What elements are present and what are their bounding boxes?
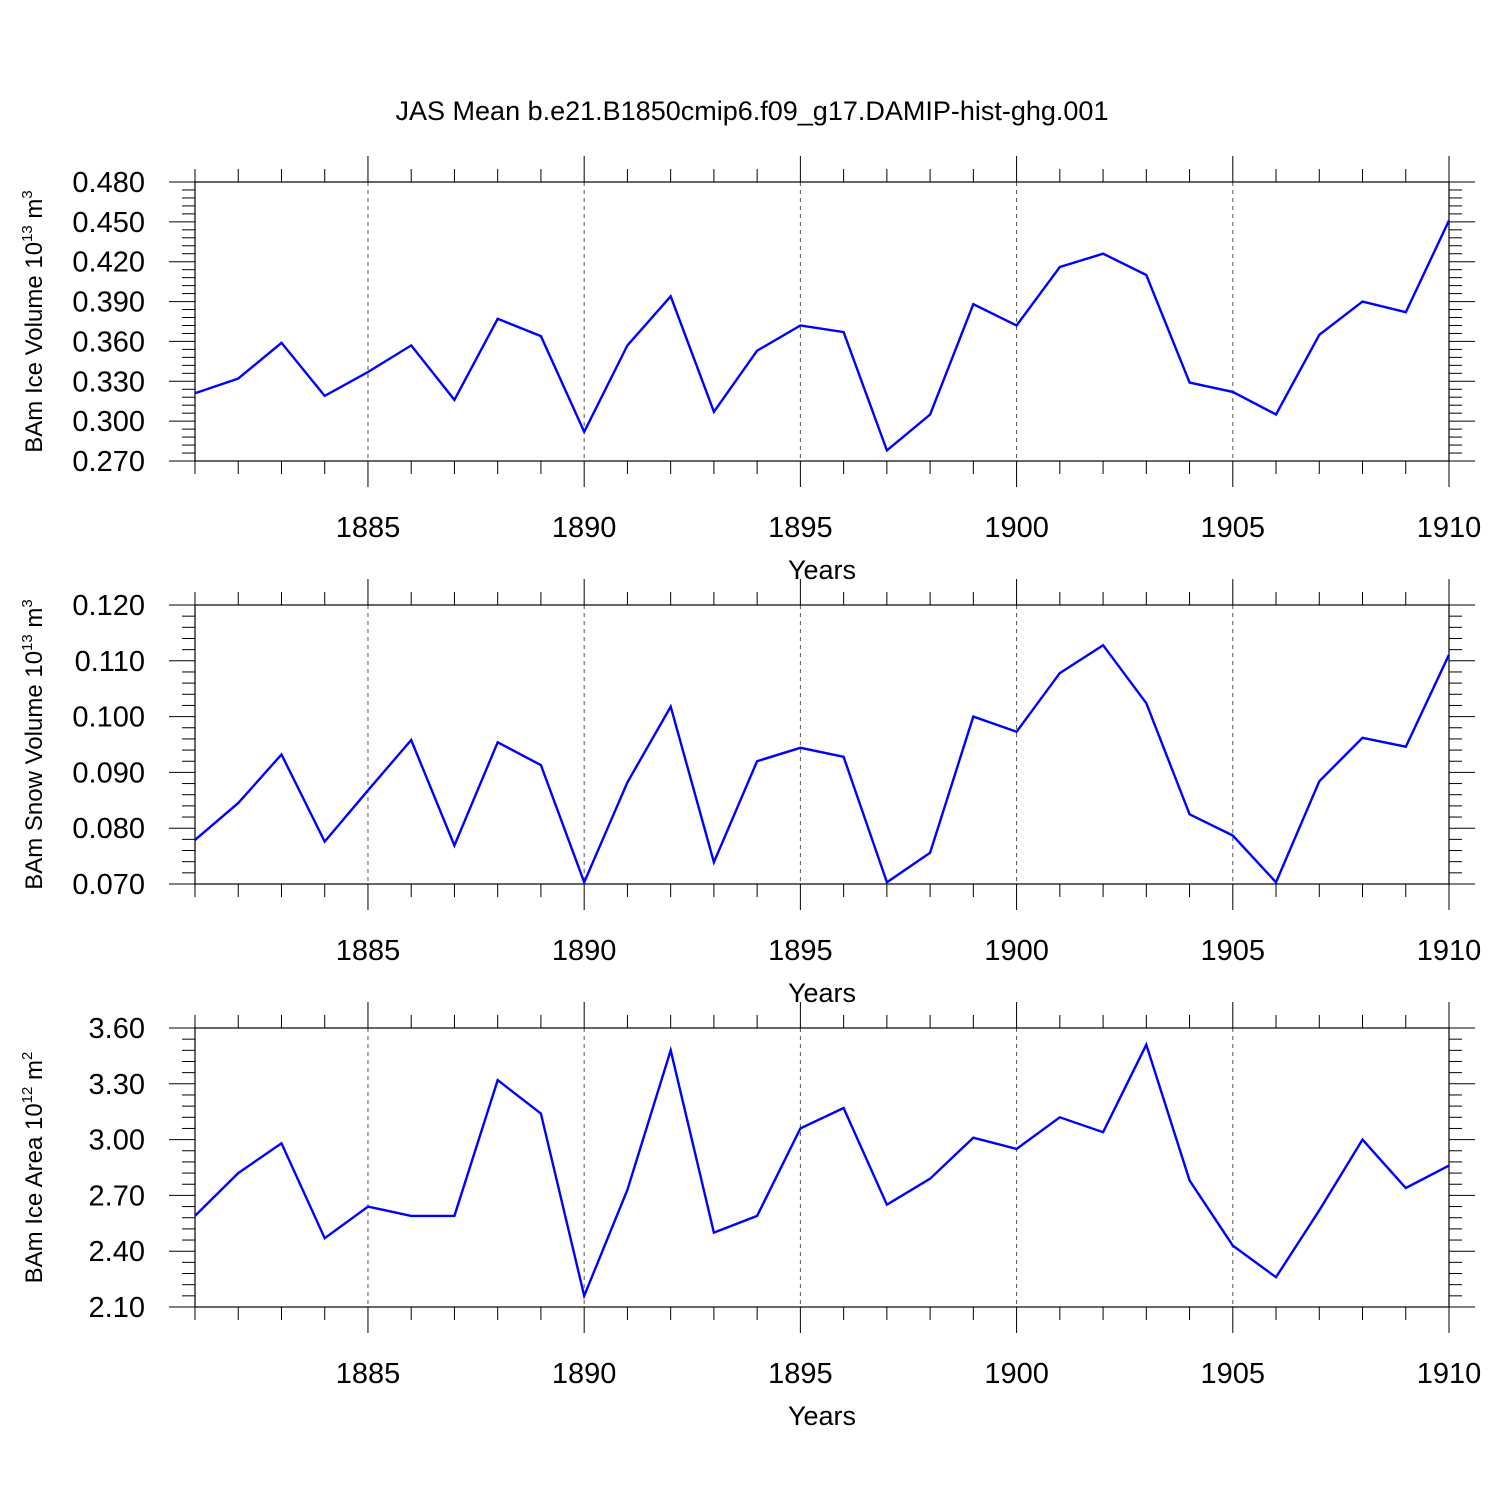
- x-tick-label: 1890: [552, 935, 617, 967]
- series-line: [194, 219, 1451, 453]
- y-tick-label: 0.450: [72, 207, 145, 239]
- x-axis-label: Years: [788, 555, 856, 585]
- x-tick-label: 1910: [1417, 1358, 1482, 1390]
- x-tick-label: 1895: [768, 512, 833, 544]
- x-tick-label: 1885: [336, 935, 401, 967]
- x-tick-label: 1895: [768, 1358, 833, 1390]
- panels: 0.270 0.300 0.330 0.360 0.390 0.420 0.450 0.480…: [19, 156, 1481, 1431]
- x-tick-label: 1910: [1417, 935, 1482, 967]
- x-tick-label: 1900: [984, 935, 1049, 967]
- y-tick-label: 2.40: [89, 1236, 145, 1268]
- y-tick-label: 2.70: [89, 1180, 145, 1212]
- y-tick-label: 0.070: [72, 869, 145, 901]
- y-tick-label: 0.090: [72, 757, 145, 789]
- y-tick-label: 0.300: [72, 406, 145, 438]
- y-tick-label: 0.420: [72, 247, 145, 279]
- plot-frame: [194, 181, 1450, 462]
- y-axis-label: BAm Snow Volume 1013 m3: [19, 599, 48, 890]
- x-axis-label: Years: [788, 1401, 856, 1431]
- y-tick-label: 2.10: [89, 1292, 145, 1324]
- x-tick-label: 1910: [1417, 512, 1482, 544]
- x-tick-label: 1895: [768, 935, 833, 967]
- y-axis-label: BAm Ice Area 1012 m2: [19, 1052, 48, 1284]
- y-tick-label: 3.00: [89, 1125, 145, 1157]
- panel-2: 0.070 0.080 0.090 0.100 0.110 0.120 1885 1890 18…: [19, 579, 1481, 1008]
- x-axis-label: Years: [788, 978, 856, 1008]
- y-tick-label: 0.110: [75, 646, 145, 678]
- y-axis-label: BAm Ice Volume 1013 m3: [19, 190, 48, 452]
- series-line: [194, 643, 1451, 886]
- y-tick-label: 0.270: [72, 446, 145, 478]
- series-line: [194, 1041, 1450, 1300]
- x-tick-label: 1885: [336, 512, 401, 544]
- figure-title: JAS Mean b.e21.B1850cmip6.f09_g17.DAMIP-…: [396, 96, 1109, 126]
- x-tick-label: 1905: [1201, 1358, 1266, 1390]
- x-tick-label: 1890: [552, 512, 617, 544]
- x-tick-label: 1890: [552, 1358, 617, 1390]
- panel-3: 2.10 2.40 2.70 3.00 3.30 3.60 1885 1890 1895 1900…: [19, 1002, 1481, 1431]
- y-tick-label: 0.390: [72, 287, 145, 319]
- x-tick-label: 1900: [984, 512, 1049, 544]
- plot-frame: [194, 1027, 1450, 1308]
- x-tick-label: 1905: [1201, 512, 1266, 544]
- plot-frame: [194, 604, 1450, 885]
- y-tick-label: 0.100: [72, 702, 145, 734]
- x-tick-label: 1885: [336, 1358, 401, 1390]
- y-tick-label: 0.330: [72, 366, 145, 398]
- y-tick-label: 3.30: [89, 1069, 145, 1101]
- y-tick-label: 0.480: [72, 167, 145, 199]
- y-tick-label: 3.60: [89, 1013, 145, 1045]
- y-tick-label: 0.360: [72, 326, 145, 358]
- y-tick-label: 0.120: [72, 590, 145, 622]
- x-tick-label: 1900: [984, 1358, 1049, 1390]
- y-tick-label: 0.080: [72, 813, 145, 845]
- panel-1: 0.270 0.300 0.330 0.360 0.390 0.420 0.450 0.480…: [19, 156, 1481, 585]
- x-tick-label: 1905: [1201, 935, 1266, 967]
